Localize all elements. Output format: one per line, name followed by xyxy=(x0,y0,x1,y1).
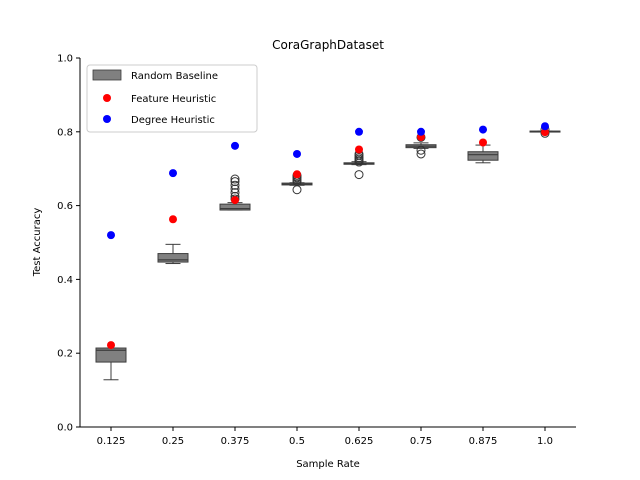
legend-label-random-baseline: Random Baseline xyxy=(131,71,218,82)
legend-label-degree-heuristic: Degree Heuristic xyxy=(131,115,215,126)
y-tick-label: 0.0 xyxy=(57,423,73,434)
y-ticks: 0.0 0.2 0.4 0.6 0.8 1.0 xyxy=(57,54,80,434)
box-random-baseline xyxy=(95,347,127,381)
y-tick-label: 1.0 xyxy=(57,54,73,65)
y-tick-label: 0.2 xyxy=(57,349,73,360)
legend-frame xyxy=(86,64,258,133)
box-outlier xyxy=(230,177,240,187)
x-tick-label: 1.0 xyxy=(537,436,553,447)
box-iqr xyxy=(157,253,189,263)
box-iqr xyxy=(467,151,499,161)
box-random-baseline xyxy=(343,149,375,180)
x-tick-label: 0.75 xyxy=(410,436,432,447)
feature-heuristic-point xyxy=(479,138,487,147)
degree-heuristic-point xyxy=(169,169,177,178)
feature-heuristic-point xyxy=(107,341,115,350)
feature-heuristic-point xyxy=(169,215,177,224)
y-tick-label: 0.4 xyxy=(57,275,73,286)
y-tick-label: 0.8 xyxy=(57,127,73,138)
box-outlier xyxy=(230,180,240,190)
plot-area xyxy=(95,122,561,381)
legend-label-feature-heuristic: Feature Heuristic xyxy=(131,94,216,105)
box-outlier xyxy=(230,174,240,184)
x-tick-label: 0.625 xyxy=(345,436,374,447)
feature-heuristic-point xyxy=(231,196,239,205)
y-tick-label: 0.6 xyxy=(57,201,73,212)
box-outlier xyxy=(416,145,426,155)
box-outlier xyxy=(230,184,240,194)
x-tick-label: 0.375 xyxy=(221,436,250,447)
box-random-baseline xyxy=(157,243,189,265)
feature-heuristic-point xyxy=(541,128,549,137)
y-axis-label: Test Accuracy xyxy=(32,208,43,278)
x-axis-label: Sample Rate xyxy=(296,459,360,470)
chart-title: CoraGraphDataset xyxy=(272,38,384,52)
box-random-baseline xyxy=(405,132,437,159)
x-tick-label: 0.25 xyxy=(162,436,184,447)
box-iqr xyxy=(219,203,251,211)
degree-heuristic-point xyxy=(293,149,301,158)
feature-heuristic-point xyxy=(293,170,301,179)
legend-swatch-random-baseline xyxy=(92,69,122,81)
box-random-baseline xyxy=(219,174,251,211)
degree-heuristic-point xyxy=(355,127,363,136)
degree-heuristic-point xyxy=(541,122,549,131)
legend-marker-degree-heuristic xyxy=(103,115,111,123)
box-outlier xyxy=(292,185,302,195)
box-outlier xyxy=(416,149,426,159)
x-ticks: 0.125 0.25 0.375 0.5 0.625 0.75 0.875 1.0 xyxy=(97,427,553,447)
legend-marker-feature-heuristic xyxy=(103,94,111,102)
legend: Random Baseline Feature Heuristic Degree… xyxy=(86,64,258,133)
x-tick-label: 0.125 xyxy=(97,436,126,447)
box-random-baseline xyxy=(467,144,499,164)
box-outlier xyxy=(354,170,364,180)
degree-heuristic-point xyxy=(231,141,239,150)
degree-heuristic-point xyxy=(417,127,425,136)
degree-heuristic-point xyxy=(479,125,487,134)
x-tick-label: 0.875 xyxy=(469,436,498,447)
feature-heuristic-point xyxy=(355,145,363,154)
x-tick-label: 0.5 xyxy=(289,436,305,447)
degree-heuristic-point xyxy=(107,231,115,240)
